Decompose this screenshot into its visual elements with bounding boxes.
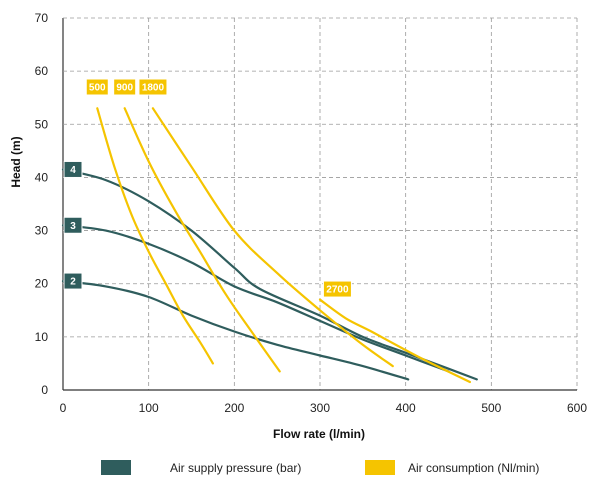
legend-swatch-pressure (101, 460, 131, 475)
tag-500-label: 500 (89, 83, 106, 94)
tag-2700-box (322, 280, 352, 298)
series-layer (61, 107, 478, 384)
tag-2-box (63, 272, 83, 290)
y-tick-label: 30 (35, 224, 49, 238)
y-tick-label: 70 (35, 11, 49, 25)
x-axis-title: Flow rate (l/min) (273, 427, 365, 441)
tag-4-box (63, 160, 83, 178)
series-line-900 (123, 107, 281, 373)
tag-900-box (113, 78, 137, 96)
x-tick-label: 600 (567, 401, 587, 415)
grid (62, 17, 578, 391)
x-tick-label: 300 (310, 401, 330, 415)
x-tick-label: 0 (60, 401, 67, 415)
series-line-500 (96, 107, 214, 365)
legend-label-pressure: Air supply pressure (bar) (170, 461, 301, 475)
tag-900-label: 900 (116, 83, 133, 94)
tag-3-label: 3 (70, 221, 76, 232)
tag-1800-label: 1800 (142, 83, 165, 94)
y-tick-label: 60 (35, 64, 49, 78)
y-tick-label: 40 (35, 170, 49, 184)
tick-labels: 0 100 200 300 400 500 600 0 10 20 30 40 50 60 70 (35, 11, 588, 415)
x-tick-label: 500 (481, 401, 501, 415)
y-tick-label: 50 (35, 117, 49, 131)
series-line-2700 (318, 298, 471, 384)
tag-2700-label: 2700 (326, 285, 349, 296)
series-tags: 4 3 2 500 900 1800 2700 (63, 78, 352, 298)
tag-2-label: 2 (70, 277, 76, 288)
y-tick-label: 0 (41, 383, 48, 397)
y-tick-label: 10 (35, 330, 49, 344)
legend-label-consumption: Air consumption (Nl/min) (408, 461, 539, 475)
series-line-2 (61, 280, 410, 381)
tag-1800-box (138, 78, 168, 96)
series-line-3 (61, 224, 450, 373)
series-line-1800 (151, 107, 394, 368)
x-tick-label: 400 (396, 401, 416, 415)
tag-3-box (63, 216, 83, 234)
x-tick-label: 200 (224, 401, 244, 415)
tag-500-box (85, 78, 109, 96)
legend: Air supply pressure (bar) Air consumptio… (101, 460, 539, 475)
y-tick-label: 20 (35, 277, 49, 291)
y-axis-title: Head (m) (9, 136, 23, 187)
tag-4-label: 4 (70, 165, 76, 176)
x-tick-label: 100 (139, 401, 159, 415)
legend-swatch-consumption (365, 460, 395, 475)
